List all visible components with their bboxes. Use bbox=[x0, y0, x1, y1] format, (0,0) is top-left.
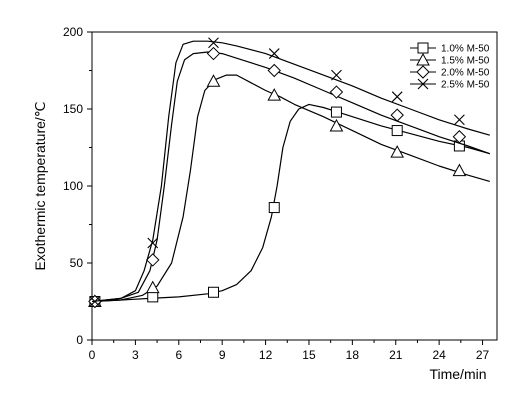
series-line bbox=[91, 103, 490, 303]
axes: 0 3 6 9 12 15 18 21 24 27 0 50 100 150 200 bbox=[63, 25, 498, 362]
x-tick-label: 0 bbox=[89, 348, 96, 362]
data-point bbox=[329, 85, 344, 99]
data-point bbox=[330, 106, 342, 118]
legend-marker bbox=[416, 65, 430, 79]
y-tick-label: 200 bbox=[63, 25, 83, 39]
legend-marker bbox=[417, 42, 429, 54]
legend-marker bbox=[417, 78, 429, 90]
data-point bbox=[329, 118, 344, 132]
data-point bbox=[331, 69, 342, 81]
legend-marker bbox=[416, 52, 430, 66]
data-point bbox=[89, 296, 101, 307]
x-tick-label: 15 bbox=[302, 348, 316, 362]
y-axis-title: Exothermic temperature/℃ bbox=[32, 101, 48, 270]
x-tick-label: 12 bbox=[259, 348, 273, 362]
data-point bbox=[268, 202, 280, 214]
x-axis-title: Time/min bbox=[429, 366, 486, 382]
series-4 bbox=[89, 37, 490, 307]
data-point bbox=[452, 163, 467, 177]
legend-entry: 1.5% M-50 bbox=[410, 52, 490, 67]
data-point bbox=[208, 37, 219, 49]
data-point bbox=[267, 63, 281, 78]
legend-entry: 1.0% M-50 bbox=[410, 42, 490, 55]
x-tick-label: 3 bbox=[132, 348, 139, 362]
series-1 bbox=[89, 103, 490, 307]
series-3 bbox=[88, 46, 491, 309]
data-point bbox=[454, 114, 465, 126]
x-tick-label: 27 bbox=[476, 348, 490, 362]
data-point bbox=[147, 291, 159, 303]
legend: 1.0% M-501.5% M-502.0% M-502.5% M-50 bbox=[410, 42, 490, 91]
data-point bbox=[391, 91, 403, 103]
y-tick-label: 100 bbox=[63, 179, 83, 193]
y-tick-label: 0 bbox=[76, 333, 83, 347]
x-tick-label: 18 bbox=[346, 348, 360, 362]
x-tick-label: 24 bbox=[432, 348, 446, 362]
series-2 bbox=[88, 74, 490, 307]
data-point bbox=[146, 253, 160, 267]
x-tick-label: 9 bbox=[219, 348, 226, 362]
data-point bbox=[452, 130, 467, 144]
y-tick-label: 50 bbox=[70, 256, 84, 270]
data-point bbox=[267, 88, 282, 101]
data-point bbox=[390, 145, 405, 158]
legend-label: 2.0% M-50 bbox=[441, 68, 490, 79]
data-point bbox=[145, 280, 160, 294]
data-point bbox=[391, 125, 403, 137]
series-layer bbox=[88, 37, 491, 309]
x-tick-label: 6 bbox=[175, 348, 182, 362]
series-line bbox=[91, 74, 490, 303]
data-point bbox=[147, 237, 159, 249]
legend-label: 1.5% M-50 bbox=[441, 56, 490, 67]
y-tick-label: 150 bbox=[63, 102, 83, 116]
data-point bbox=[208, 286, 219, 298]
data-point bbox=[390, 108, 404, 122]
x-tick-label: 21 bbox=[389, 348, 403, 362]
legend-label: 2.5% M-50 bbox=[441, 80, 490, 91]
legend-label: 1.0% M-50 bbox=[441, 44, 490, 55]
legend-entry: 2.0% M-50 bbox=[410, 65, 490, 79]
data-point bbox=[206, 74, 221, 87]
data-point bbox=[268, 48, 280, 59]
data-point bbox=[206, 46, 221, 61]
legend-entry: 2.5% M-50 bbox=[410, 78, 490, 91]
